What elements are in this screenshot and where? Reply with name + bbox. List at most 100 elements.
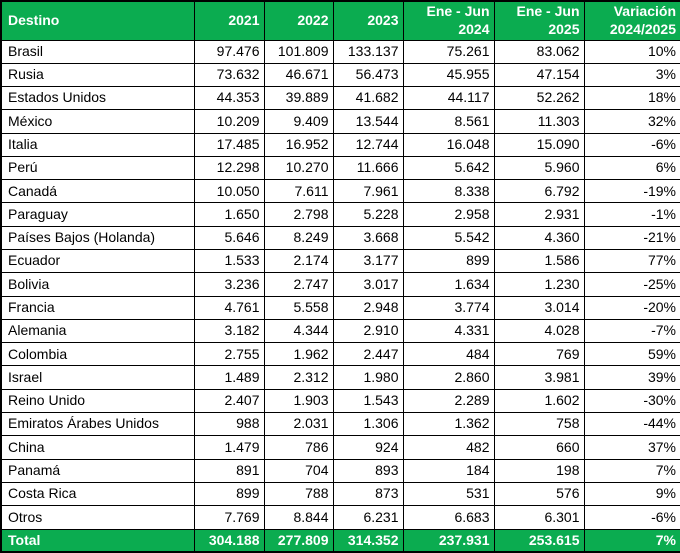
value-2021-cell[interactable]: 5.646: [193, 225, 265, 251]
value-enejun2025-cell[interactable]: 83.062: [493, 39, 585, 64]
value-2023-cell[interactable]: 2.948: [332, 295, 404, 320]
variacion-cell[interactable]: -21%: [583, 225, 680, 251]
value-2023-cell[interactable]: 13.544: [332, 109, 404, 134]
value-enejun2024-cell[interactable]: 484: [402, 342, 495, 367]
value-2021-cell[interactable]: 2.407: [193, 388, 265, 414]
value-2021-cell[interactable]: 988: [193, 411, 265, 437]
variacion-cell[interactable]: -20%: [583, 295, 680, 320]
value-enejun2024-cell[interactable]: 482: [402, 435, 495, 460]
destino-cell[interactable]: Brasil: [0, 39, 195, 64]
header-ene-jun-2025[interactable]: Ene - Jun 2025: [493, 0, 585, 41]
value-2022-cell[interactable]: 8.844: [263, 505, 334, 530]
value-2023-cell[interactable]: 12.744: [332, 132, 404, 157]
value-enejun2025-cell[interactable]: 1.586: [493, 249, 585, 274]
value-enejun2024-cell[interactable]: 2.860: [402, 365, 495, 390]
value-enejun2025-cell[interactable]: 4.360: [493, 225, 585, 251]
value-2022-cell[interactable]: 788: [263, 481, 334, 507]
value-2022-cell[interactable]: 8.249: [263, 225, 334, 251]
destino-cell[interactable]: México: [0, 109, 195, 134]
value-enejun2024-cell[interactable]: 3.774: [402, 295, 495, 320]
value-2022-cell[interactable]: 704: [263, 458, 334, 483]
destino-cell[interactable]: Italia: [0, 132, 195, 157]
value-enejun2025-cell[interactable]: 5.960: [493, 155, 585, 181]
value-enejun2025-cell[interactable]: 198: [493, 458, 585, 483]
destino-cell[interactable]: Otros: [0, 505, 195, 530]
destino-cell[interactable]: Francia: [0, 295, 195, 320]
value-enejun2024-cell[interactable]: 6.683: [402, 505, 495, 530]
value-2022-cell[interactable]: 7.611: [263, 179, 334, 204]
value-2023-cell[interactable]: 2.910: [332, 318, 404, 344]
variacion-cell[interactable]: 6%: [583, 155, 680, 181]
total-2023-cell[interactable]: 314.352: [332, 528, 404, 553]
value-enejun2025-cell[interactable]: 576: [493, 481, 585, 507]
variacion-cell[interactable]: -25%: [583, 272, 680, 297]
value-2022-cell[interactable]: 786: [263, 435, 334, 460]
variacion-cell[interactable]: -7%: [583, 318, 680, 344]
value-2023-cell[interactable]: 6.231: [332, 505, 404, 530]
variacion-cell[interactable]: -44%: [583, 411, 680, 437]
value-enejun2025-cell[interactable]: 15.090: [493, 132, 585, 157]
value-enejun2024-cell[interactable]: 5.542: [402, 225, 495, 251]
value-2023-cell[interactable]: 1.306: [332, 411, 404, 437]
value-enejun2025-cell[interactable]: 769: [493, 342, 585, 367]
value-2023-cell[interactable]: 1.543: [332, 388, 404, 414]
value-2022-cell[interactable]: 4.344: [263, 318, 334, 344]
variacion-cell[interactable]: 7%: [583, 458, 680, 483]
header-variacion-2024-2025[interactable]: Variación 2024/2025: [583, 0, 680, 41]
destino-cell[interactable]: Emiratos Árabes Unidos: [0, 411, 195, 437]
destino-cell[interactable]: Paraguay: [0, 202, 195, 227]
destino-cell[interactable]: Estados Unidos: [0, 86, 195, 111]
value-2022-cell[interactable]: 10.270: [263, 155, 334, 181]
value-enejun2025-cell[interactable]: 758: [493, 411, 585, 437]
value-2023-cell[interactable]: 3.177: [332, 249, 404, 274]
value-2023-cell[interactable]: 56.473: [332, 62, 404, 88]
value-2021-cell[interactable]: 44.353: [193, 86, 265, 111]
value-2022-cell[interactable]: 101.809: [263, 39, 334, 64]
value-2022-cell[interactable]: 2.031: [263, 411, 334, 437]
value-2023-cell[interactable]: 41.682: [332, 86, 404, 111]
value-enejun2024-cell[interactable]: 2.289: [402, 388, 495, 414]
value-2022-cell[interactable]: 2.798: [263, 202, 334, 227]
value-2023-cell[interactable]: 7.961: [332, 179, 404, 204]
value-2022-cell[interactable]: 1.903: [263, 388, 334, 414]
header-2023[interactable]: 2023: [332, 0, 404, 41]
value-enejun2024-cell[interactable]: 1.362: [402, 411, 495, 437]
value-enejun2025-cell[interactable]: 11.303: [493, 109, 585, 134]
destino-cell[interactable]: Alemania: [0, 318, 195, 344]
variacion-cell[interactable]: 3%: [583, 62, 680, 88]
value-enejun2025-cell[interactable]: 52.262: [493, 86, 585, 111]
variacion-cell[interactable]: 39%: [583, 365, 680, 390]
value-enejun2024-cell[interactable]: 5.642: [402, 155, 495, 181]
total-2022-cell[interactable]: 277.809: [263, 528, 334, 553]
value-enejun2025-cell[interactable]: 47.154: [493, 62, 585, 88]
value-enejun2025-cell[interactable]: 660: [493, 435, 585, 460]
value-2021-cell[interactable]: 97.476: [193, 39, 265, 64]
value-enejun2025-cell[interactable]: 3.014: [493, 295, 585, 320]
value-2023-cell[interactable]: 133.137: [332, 39, 404, 64]
value-2021-cell[interactable]: 73.632: [193, 62, 265, 88]
total-2021-cell[interactable]: 304.188: [193, 528, 265, 553]
value-2022-cell[interactable]: 2.747: [263, 272, 334, 297]
value-2023-cell[interactable]: 3.017: [332, 272, 404, 297]
value-enejun2024-cell[interactable]: 2.958: [402, 202, 495, 227]
value-2022-cell[interactable]: 2.312: [263, 365, 334, 390]
value-2021-cell[interactable]: 1.479: [193, 435, 265, 460]
value-2023-cell[interactable]: 893: [332, 458, 404, 483]
value-enejun2025-cell[interactable]: 1.230: [493, 272, 585, 297]
value-2021-cell[interactable]: 899: [193, 481, 265, 507]
value-enejun2025-cell[interactable]: 4.028: [493, 318, 585, 344]
value-enejun2024-cell[interactable]: 531: [402, 481, 495, 507]
variacion-cell[interactable]: -19%: [583, 179, 680, 204]
value-2021-cell[interactable]: 10.209: [193, 109, 265, 134]
value-enejun2024-cell[interactable]: 16.048: [402, 132, 495, 157]
total-enejun2024-cell[interactable]: 237.931: [402, 528, 495, 553]
value-2022-cell[interactable]: 2.174: [263, 249, 334, 274]
destino-cell[interactable]: Reino Unido: [0, 388, 195, 414]
value-2022-cell[interactable]: 5.558: [263, 295, 334, 320]
value-2022-cell[interactable]: 1.962: [263, 342, 334, 367]
destino-cell[interactable]: Canadá: [0, 179, 195, 204]
value-enejun2025-cell[interactable]: 1.602: [493, 388, 585, 414]
value-enejun2024-cell[interactable]: 4.331: [402, 318, 495, 344]
value-2023-cell[interactable]: 3.668: [332, 225, 404, 251]
destino-cell[interactable]: China: [0, 435, 195, 460]
